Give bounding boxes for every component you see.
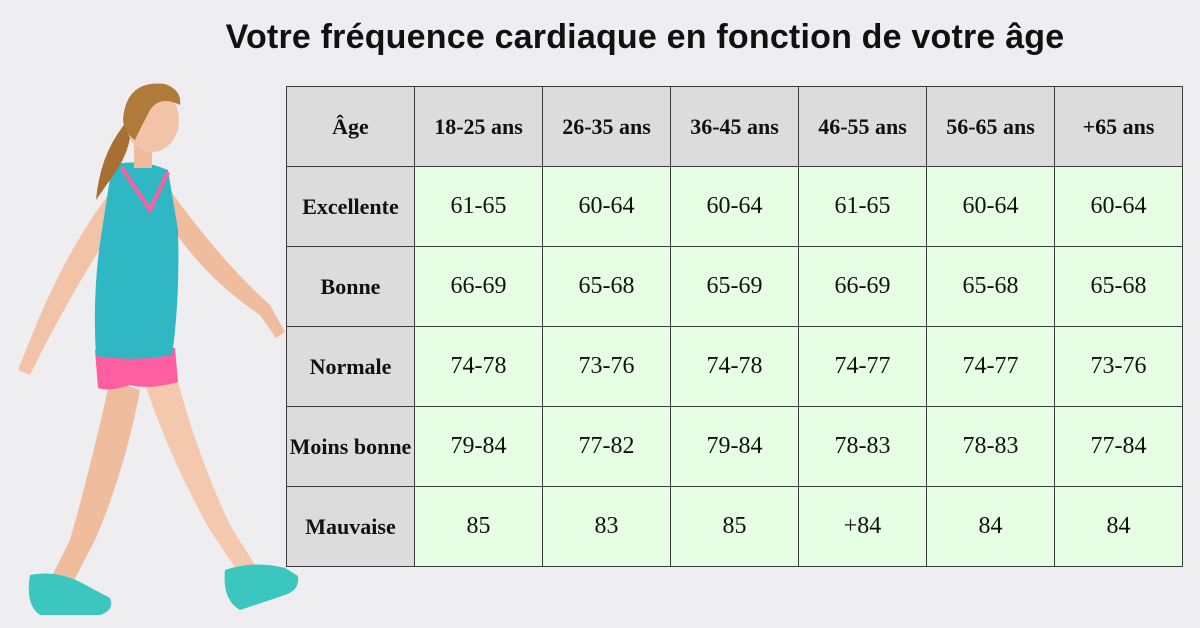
table-cell: 60-64 bbox=[670, 166, 799, 247]
table-cell: 66-69 bbox=[414, 246, 543, 327]
table-cell: 84 bbox=[926, 486, 1055, 567]
row-header: Mauvaise bbox=[286, 486, 415, 567]
table-cell: 65-68 bbox=[1054, 246, 1183, 327]
table-cell: 65-68 bbox=[542, 246, 671, 327]
table-cell: 79-84 bbox=[670, 406, 799, 487]
table-cell: 85 bbox=[414, 486, 543, 567]
table-row: Bonne 66-69 65-68 65-69 66-69 65-68 65-6… bbox=[286, 246, 1183, 327]
table-cell: 74-78 bbox=[670, 326, 799, 407]
table-cell: 61-65 bbox=[414, 166, 543, 247]
table-cell: 74-77 bbox=[926, 326, 1055, 407]
table-cell: 78-83 bbox=[926, 406, 1055, 487]
table-cell: 73-76 bbox=[1054, 326, 1183, 407]
row-header: Bonne bbox=[286, 246, 415, 327]
table-cell: 74-77 bbox=[798, 326, 927, 407]
table-row: Excellente 61-65 60-64 60-64 61-65 60-64… bbox=[286, 166, 1183, 247]
column-header: 26-35 ans bbox=[542, 86, 671, 167]
row-header: Moins bonne bbox=[286, 406, 415, 487]
table-row: Normale 74-78 73-76 74-78 74-77 74-77 73… bbox=[286, 326, 1183, 407]
column-header: +65 ans bbox=[1054, 86, 1183, 167]
table-cell: 61-65 bbox=[798, 166, 927, 247]
table-header-row: Âge 18-25 ans 26-35 ans 36-45 ans 46-55 … bbox=[286, 86, 1183, 167]
table-cell: 77-84 bbox=[1054, 406, 1183, 487]
corner-header-age: Âge bbox=[286, 86, 415, 167]
column-header: 56-65 ans bbox=[926, 86, 1055, 167]
table-cell: 65-69 bbox=[670, 246, 799, 327]
table-cell: 60-64 bbox=[1054, 166, 1183, 247]
table-cell: +84 bbox=[798, 486, 927, 567]
table-cell: 79-84 bbox=[414, 406, 543, 487]
table-cell: 65-68 bbox=[926, 246, 1055, 327]
table-cell: 78-83 bbox=[798, 406, 927, 487]
column-header: 36-45 ans bbox=[670, 86, 799, 167]
column-header: 46-55 ans bbox=[798, 86, 927, 167]
walking-woman-illustration bbox=[18, 83, 299, 615]
table-cell: 74-78 bbox=[414, 326, 543, 407]
table-cell: 84 bbox=[1054, 486, 1183, 567]
table-cell: 66-69 bbox=[798, 246, 927, 327]
table-cell: 73-76 bbox=[542, 326, 671, 407]
table-cell: 85 bbox=[670, 486, 799, 567]
page-title: Votre fréquence cardiaque en fonction de… bbox=[225, 18, 1065, 56]
column-header: 18-25 ans bbox=[414, 86, 543, 167]
table-row: Mauvaise 85 83 85 +84 84 84 bbox=[286, 486, 1183, 567]
table-cell: 60-64 bbox=[542, 166, 671, 247]
table-cell: 60-64 bbox=[926, 166, 1055, 247]
table-cell: 83 bbox=[542, 486, 671, 567]
heart-rate-table: Âge 18-25 ans 26-35 ans 36-45 ans 46-55 … bbox=[286, 86, 1183, 567]
row-header: Excellente bbox=[286, 166, 415, 247]
row-header: Normale bbox=[286, 326, 415, 407]
table-cell: 77-82 bbox=[542, 406, 671, 487]
table-row: Moins bonne 79-84 77-82 79-84 78-83 78-8… bbox=[286, 406, 1183, 487]
